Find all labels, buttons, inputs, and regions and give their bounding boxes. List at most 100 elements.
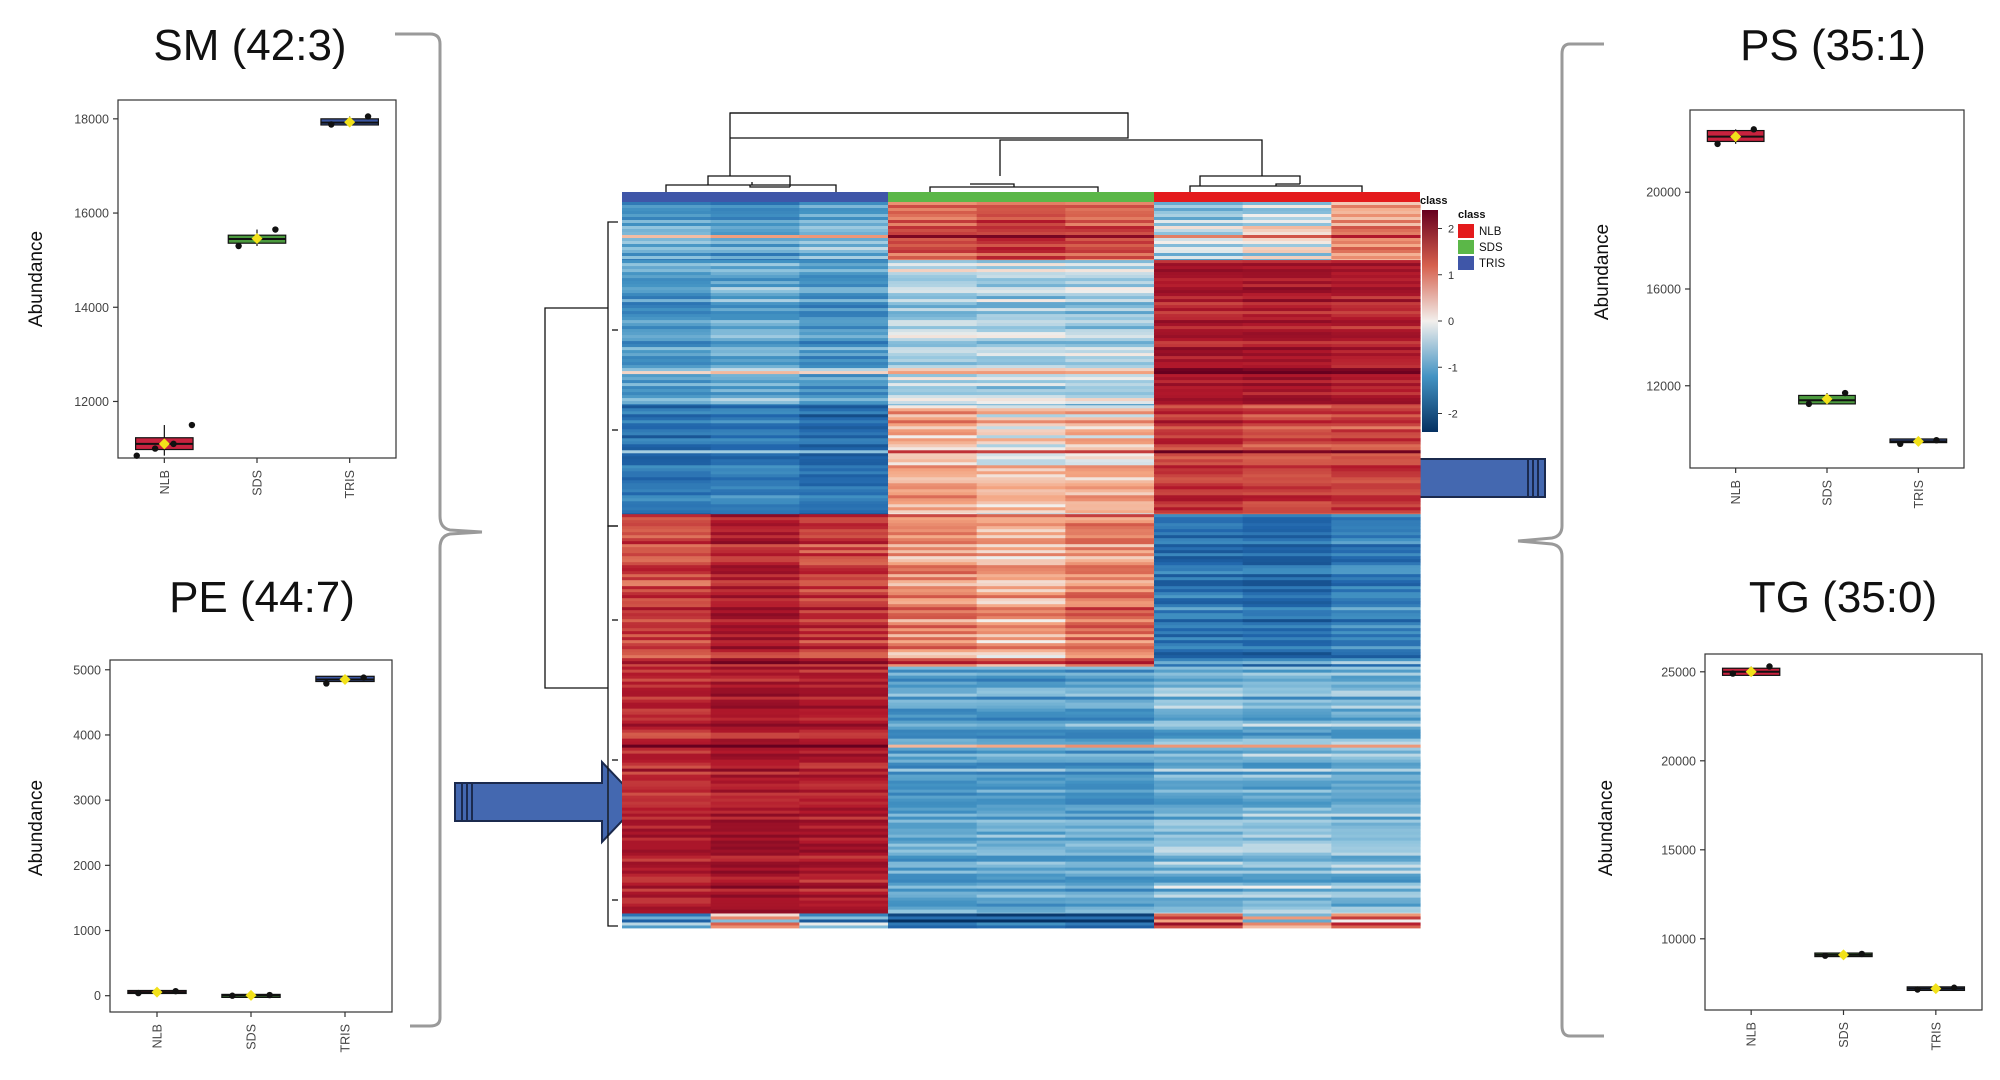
heatmap-cell (1242, 658, 1332, 662)
heatmap-cell (710, 726, 800, 731)
heatmap-cell (888, 514, 978, 518)
heatmap-cell (1065, 655, 1155, 659)
heatmap-cell (1065, 604, 1155, 608)
heatmap-cell (976, 879, 1066, 884)
heatmap-cell (710, 628, 800, 632)
heatmap-cell (710, 813, 800, 818)
heatmap-cell (1331, 738, 1421, 743)
panel-title: SM (42:3) (153, 21, 346, 70)
heatmap-cell (1242, 604, 1332, 608)
y-tick-label: 25000 (1661, 665, 1696, 679)
heatmap-cell (799, 658, 889, 662)
heatmap-cell (888, 510, 978, 514)
heatmap-cell (1065, 672, 1155, 677)
heatmap-cell (1065, 260, 1155, 264)
heatmap-cell (1242, 217, 1332, 221)
heatmap-cell (888, 693, 978, 698)
heatmap-cell (710, 744, 800, 749)
heatmap-cell (622, 232, 712, 236)
heatmap-cell (799, 420, 889, 424)
heatmap-cell (1331, 405, 1421, 409)
heatmap-cell (799, 726, 889, 731)
heatmap-cell (1331, 852, 1421, 857)
heatmap-cell (799, 293, 889, 297)
heatmap-cell (1154, 664, 1244, 668)
heatmap-cell (976, 637, 1066, 641)
heatmap-cell (888, 208, 978, 212)
heatmap-cell (888, 211, 978, 215)
heatmap-cell (976, 211, 1066, 215)
heatmap-cell (622, 326, 712, 330)
mean-marker (344, 116, 356, 128)
heatmap-cell (799, 849, 889, 854)
heatmap-cell (1242, 550, 1332, 554)
heatmap-cell (888, 235, 978, 239)
heatmap-cell (1331, 338, 1421, 342)
heatmap-cell (1065, 523, 1155, 527)
heatmap-cell (1242, 311, 1332, 315)
heatmap-cell (888, 411, 978, 415)
heatmap-cell (799, 735, 889, 740)
heatmap-cell (1331, 589, 1421, 593)
heatmap-cell (1331, 771, 1421, 776)
heatmap-cell (1154, 329, 1244, 333)
heatmap-cell (976, 583, 1066, 587)
heatmap-cell (1065, 919, 1155, 923)
heatmap-cell (1331, 408, 1421, 412)
legend-title: class (1458, 209, 1486, 221)
heatmap-cell (976, 912, 1066, 914)
heatmap-cell (799, 879, 889, 884)
heatmap-cell (1331, 329, 1421, 333)
heatmap-cell (888, 389, 978, 393)
heatmap-cell (799, 547, 889, 551)
heatmap-cell (1154, 687, 1244, 692)
heatmap-cell (799, 565, 889, 569)
heatmap-cell (710, 290, 800, 294)
heatmap-cell (976, 711, 1066, 716)
heatmap-cell (1065, 738, 1155, 743)
heatmap-cell (888, 699, 978, 704)
heatmap-cell (888, 335, 978, 339)
heatmap-cell (799, 652, 889, 656)
heatmap-cell (976, 426, 1066, 430)
heatmap-cell (710, 562, 800, 566)
heatmap-cell (1331, 547, 1421, 551)
heatmap-cell (976, 634, 1066, 638)
heatmap-cell (976, 807, 1066, 812)
heatmap-cell (1065, 574, 1155, 578)
heatmap-cell (799, 792, 889, 797)
heatmap-cell (622, 356, 712, 360)
heatmap-cell (799, 783, 889, 788)
heatmap-cell (1065, 834, 1155, 839)
heatmap-cell (976, 401, 1066, 405)
heatmap-cell (799, 532, 889, 536)
heatmap-cell (1331, 913, 1421, 917)
heatmap-cell (888, 317, 978, 321)
heatmap-cell (1242, 598, 1332, 602)
heatmap-cell (622, 208, 712, 212)
heatmap-cell (1242, 374, 1332, 378)
heatmap-cell (1065, 675, 1155, 680)
heatmap-cell (1154, 768, 1244, 773)
heatmap-cell (622, 741, 712, 746)
class-bar-sds (888, 192, 1154, 204)
heatmap-cell (1065, 338, 1155, 342)
heatmap-cell (710, 922, 800, 926)
heatmap-cell (799, 208, 889, 212)
heatmap-cell (1242, 714, 1332, 719)
heatmap-cell (976, 208, 1066, 212)
heatmap-cell (1331, 326, 1421, 330)
heatmap-cell (710, 666, 800, 671)
heatmap-cell (1065, 598, 1155, 602)
heatmap-cell (1154, 607, 1244, 611)
heatmap-cell (1331, 404, 1421, 406)
heatmap-cell (622, 819, 712, 824)
heatmap-cell (976, 501, 1066, 505)
heatmap-cell (710, 649, 800, 653)
heatmap-cell (888, 529, 978, 533)
heatmap-cell (710, 810, 800, 815)
heatmap-cell (888, 374, 978, 378)
data-point (360, 674, 367, 681)
